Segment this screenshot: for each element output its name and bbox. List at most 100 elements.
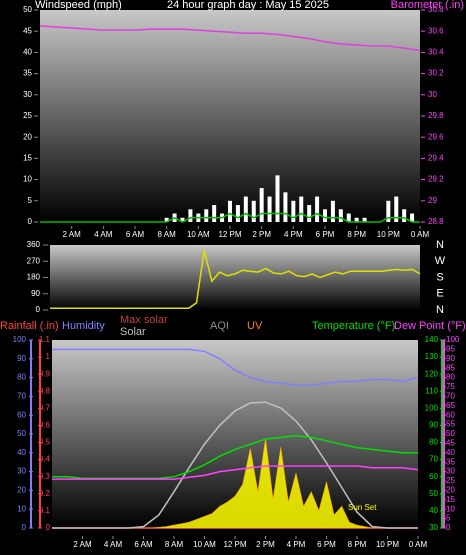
- y-tick-label: 65: [446, 401, 455, 410]
- y-tick-label: 0.3: [39, 472, 51, 481]
- y-tick-label: 45: [446, 439, 455, 448]
- wind-bar: [212, 205, 217, 222]
- y-tick-label: 50: [429, 489, 438, 498]
- y-tick-label: 10: [446, 504, 455, 513]
- y-tick-label: 80: [446, 373, 455, 382]
- y-tick-label: 130: [425, 352, 439, 361]
- axis-label: Dew Point (°F): [394, 320, 466, 332]
- x-tick-label: 12 PM: [223, 540, 246, 549]
- y2-tick-label: 29.8: [428, 111, 444, 120]
- line: [52, 348, 419, 386]
- y-tick-label: 20: [446, 486, 455, 495]
- line: [50, 250, 421, 309]
- y-tick-label: 90: [446, 354, 455, 363]
- y-tick-label: 25: [23, 111, 32, 120]
- y-tick-label: 10: [17, 504, 26, 513]
- x-tick-label: 6 PM: [317, 540, 336, 549]
- y-tick-label: 30: [446, 467, 455, 476]
- x-tick-label: 10 AM: [187, 230, 210, 239]
- y-tick-label: 360: [27, 240, 41, 249]
- y-tick-label: 0.8: [39, 386, 51, 395]
- legend-label: AQI: [210, 320, 229, 332]
- y-tick-label: 60: [429, 472, 438, 481]
- x-tick-label: 10 AM: [193, 540, 216, 549]
- y-tick-label: 30: [17, 467, 26, 476]
- x-tick-label: 6 AM: [126, 230, 145, 239]
- x-tick-label: 0 AM: [411, 230, 430, 239]
- y-tick-label: 45: [23, 26, 32, 35]
- y-tick-label: 15: [446, 495, 455, 504]
- y-tick-label: 80: [429, 438, 438, 447]
- legend-label: UV: [247, 320, 263, 332]
- y-tick-label: 0.5: [39, 438, 51, 447]
- y-tick-label: 95: [446, 345, 455, 354]
- y-tick-label: 0: [36, 305, 41, 314]
- y-tick-label: 1: [46, 352, 51, 361]
- wind-bar: [188, 209, 193, 222]
- y-tick-label: 100: [446, 335, 460, 344]
- y-tick-label: 270: [27, 256, 41, 265]
- x-tick-label: 2 AM: [63, 230, 82, 239]
- annotation: Sun Set: [348, 503, 377, 512]
- y-tick-label: 100: [13, 335, 27, 344]
- y-tick-label: 15: [23, 154, 32, 163]
- y2-tick-label: 30.2: [428, 69, 444, 78]
- y-tick-label: 0.9: [39, 369, 51, 378]
- y-tick-label: 75: [446, 382, 455, 391]
- x-tick-label: 8 AM: [158, 230, 177, 239]
- compass-label: W: [435, 255, 446, 267]
- y-tick-label: 90: [429, 421, 438, 430]
- y2-axis-label: Barometer (.in): [391, 0, 464, 11]
- y-tick-label: 55: [446, 420, 455, 429]
- compass-label: N: [436, 239, 444, 251]
- y2-tick-label: 30.6: [428, 26, 444, 35]
- x-tick-label: 4 AM: [94, 230, 113, 239]
- wind-bar: [307, 205, 312, 222]
- y-tick-label: 25: [446, 476, 455, 485]
- y-tick-label: 40: [429, 506, 438, 515]
- y-tick-label: 20: [17, 486, 26, 495]
- y-tick-label: 140: [425, 335, 439, 344]
- y-tick-label: 1.1: [39, 335, 51, 344]
- y-tick-label: 110: [425, 386, 438, 395]
- y-tick-label: 40: [17, 448, 26, 457]
- y-tick-label: 180: [27, 273, 41, 282]
- compass-label: S: [436, 271, 443, 283]
- x-tick-label: 2 PM: [256, 540, 275, 549]
- y-tick-label: 0.7: [39, 403, 51, 412]
- y-tick-label: 90: [17, 354, 26, 363]
- wind-bar: [394, 196, 399, 222]
- y-tick-label: 0.4: [39, 455, 51, 464]
- y2-tick-label: 29.4: [428, 154, 444, 163]
- y-tick-label: 0.2: [39, 489, 51, 498]
- y-tick-label: 0.1: [39, 506, 51, 515]
- y-tick-label: 0: [446, 523, 451, 532]
- y-tick-label: 30: [429, 523, 438, 532]
- y-tick-label: 60: [446, 410, 455, 419]
- line: [52, 401, 418, 529]
- wind-bar: [251, 200, 256, 222]
- axis-label: Temperature (°F): [312, 320, 395, 332]
- wind-bar: [315, 196, 320, 222]
- y-tick-label: 50: [23, 5, 32, 14]
- y-tick-label: 20: [23, 132, 32, 141]
- plot-background: [50, 245, 420, 310]
- line: [40, 212, 420, 223]
- x-tick-label: 4 PM: [287, 540, 306, 549]
- y2-tick-label: 30.4: [428, 48, 444, 57]
- axis-label: Humidity: [62, 320, 105, 332]
- wind-bar: [402, 209, 407, 222]
- axis-label: Rainfall (.in): [0, 320, 59, 332]
- x-tick-label: 4 AM: [104, 540, 123, 549]
- wind-bar: [410, 213, 415, 222]
- y-tick-label: 70: [17, 392, 26, 401]
- wind-bar: [330, 200, 335, 222]
- wind-bar: [291, 200, 296, 222]
- x-tick-label: 2 PM: [252, 230, 271, 239]
- x-tick-label: 12 PM: [218, 230, 241, 239]
- y-tick-label: 120: [425, 369, 439, 378]
- wind-bar: [204, 209, 209, 222]
- y-tick-label: 70: [446, 392, 455, 401]
- y-tick-label: 40: [446, 448, 455, 457]
